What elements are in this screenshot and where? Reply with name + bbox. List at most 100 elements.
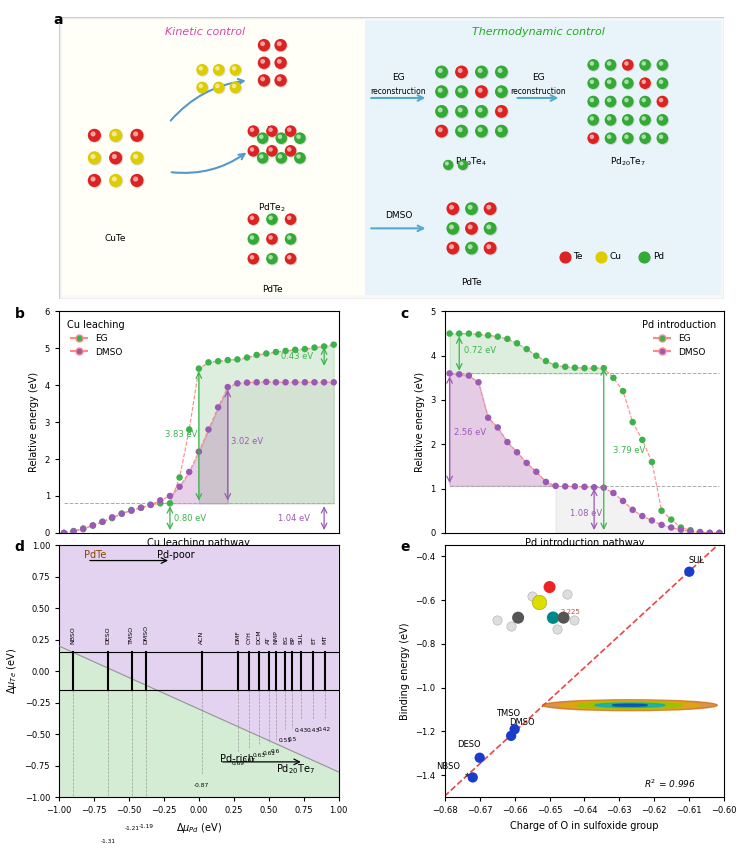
Point (472, 376, 484, 389)
Point (540, 354, 552, 368)
Point (275, 74, 287, 87)
Point (639, 95, 651, 109)
Point (97, 515, 109, 528)
Text: 0.67: 0.67 (242, 758, 256, 763)
Point (273, 37, 285, 51)
Point (97, 515, 109, 528)
Point (586, 75, 598, 88)
Point (492, 421, 504, 434)
Point (435, 64, 446, 77)
Point (603, 112, 615, 126)
Point (110, 129, 122, 142)
Point (622, 132, 634, 146)
Text: 0.51: 0.51 (279, 738, 292, 743)
Point (496, 65, 508, 79)
Point (260, 347, 272, 360)
Point (605, 76, 616, 90)
Circle shape (613, 704, 647, 706)
Point (283, 250, 295, 264)
Point (110, 151, 122, 165)
Point (483, 328, 494, 342)
Point (319, 376, 330, 389)
Point (276, 57, 287, 70)
Point (259, 57, 270, 70)
Point (246, 250, 258, 264)
Point (684, 565, 695, 578)
Point (246, 142, 258, 156)
Point (248, 253, 260, 266)
Point (126, 504, 137, 517)
Point (299, 376, 311, 389)
Point (588, 59, 600, 72)
Point (588, 131, 599, 145)
Point (276, 131, 287, 145)
Point (598, 361, 610, 375)
Point (464, 200, 476, 214)
Point (483, 200, 494, 214)
Text: PdTe: PdTe (84, 550, 106, 560)
Point (603, 130, 615, 143)
Point (622, 59, 634, 72)
Point (285, 212, 296, 226)
Point (694, 526, 706, 539)
Point (265, 231, 276, 244)
Point (183, 466, 195, 479)
Point (621, 93, 633, 107)
Text: Thermodynamic control: Thermodynamic control (471, 26, 605, 36)
Text: DCM: DCM (256, 629, 262, 644)
Point (273, 54, 285, 68)
Point (684, 525, 696, 538)
Point (448, 242, 460, 255)
Point (655, 75, 667, 88)
Point (259, 39, 270, 53)
Point (256, 37, 268, 51)
Point (106, 510, 118, 524)
Text: TMSO: TMSO (129, 626, 134, 644)
Text: DMF: DMF (236, 630, 240, 644)
Text: DESO: DESO (106, 626, 111, 644)
Point (183, 423, 195, 437)
Point (89, 151, 101, 165)
Point (603, 57, 615, 70)
Text: EG: EG (531, 74, 545, 82)
Point (241, 376, 253, 389)
Point (457, 159, 469, 172)
Point (646, 455, 658, 469)
Text: -0.87: -0.87 (194, 784, 209, 789)
Point (197, 81, 208, 95)
Point (193, 362, 205, 376)
Point (435, 123, 446, 137)
Text: 2.225: 2.225 (560, 610, 580, 616)
Point (256, 150, 268, 164)
Point (621, 112, 633, 126)
Point (274, 150, 286, 164)
Point (476, 104, 488, 118)
Text: 1.04 eV: 1.04 eV (278, 514, 310, 523)
Point (110, 174, 122, 187)
Point (299, 343, 311, 356)
Point (474, 64, 486, 77)
Y-axis label: Relative energy (eV): Relative energy (eV) (415, 372, 425, 472)
Point (89, 174, 101, 187)
Point (476, 105, 488, 119)
Point (494, 64, 506, 77)
Point (494, 103, 506, 117)
X-axis label: Pd introduction pathway: Pd introduction pathway (525, 538, 644, 549)
Point (496, 85, 508, 98)
Point (466, 203, 478, 216)
Point (640, 132, 652, 146)
Point (456, 86, 468, 99)
Point (638, 112, 650, 126)
Point (109, 150, 120, 164)
Point (265, 250, 276, 264)
Point (638, 75, 650, 88)
Point (617, 494, 629, 508)
Point (474, 83, 486, 97)
Point (622, 114, 634, 127)
Point (248, 252, 259, 265)
Point (154, 497, 166, 510)
Point (588, 59, 599, 72)
Text: ACN: ACN (199, 630, 204, 644)
Text: e: e (400, 540, 409, 555)
Point (283, 231, 295, 244)
